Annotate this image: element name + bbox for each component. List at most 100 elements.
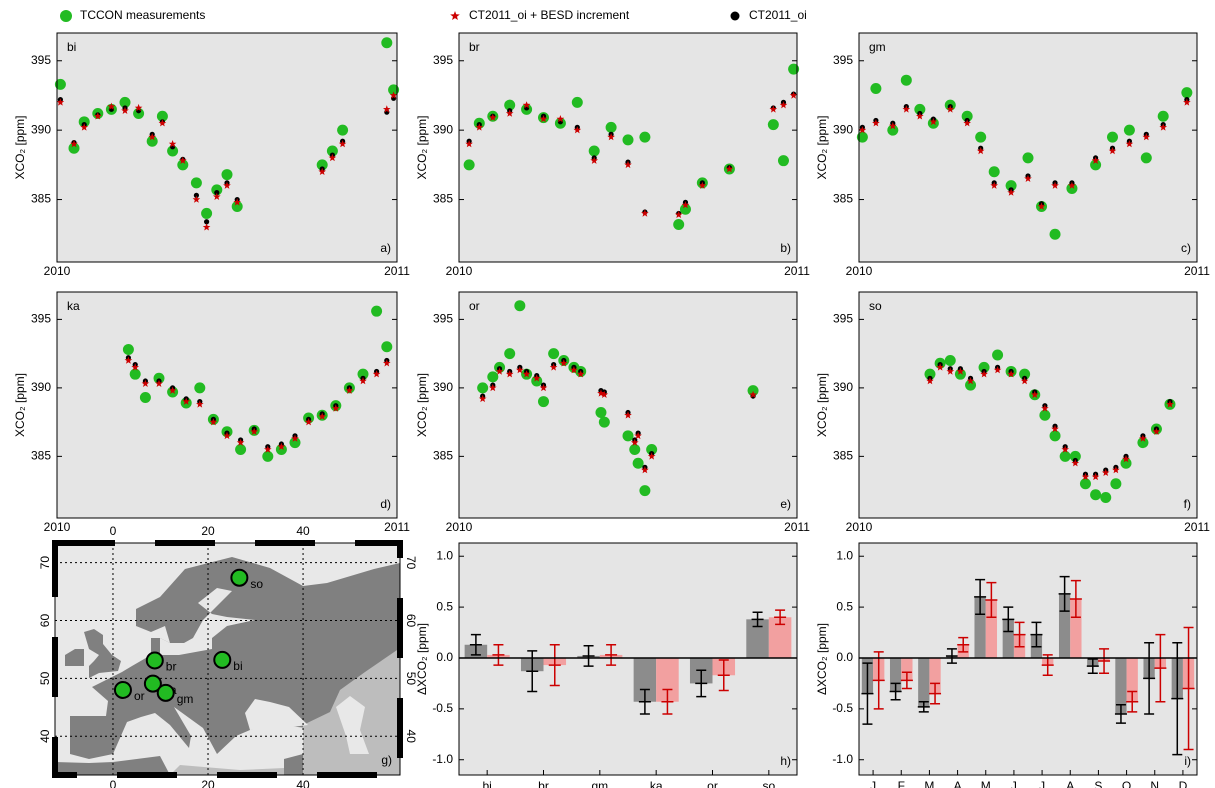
data-point — [1066, 182, 1078, 194]
data-point — [277, 442, 286, 450]
data-point — [576, 370, 585, 378]
data-point — [381, 341, 393, 353]
plot-border — [56, 32, 398, 263]
x-tick-label: M — [981, 779, 991, 788]
data-point — [338, 140, 347, 148]
error-bar — [582, 645, 595, 667]
x-tick-label: 2010 — [44, 520, 71, 534]
data-point — [965, 379, 977, 391]
error-bar — [605, 644, 618, 666]
x-tick-label: 2011 — [384, 520, 410, 534]
data-point — [264, 445, 272, 453]
data-point — [190, 177, 202, 189]
data-point — [622, 134, 634, 146]
data-point — [539, 383, 548, 392]
data-point — [597, 389, 605, 397]
error-bar — [1058, 575, 1071, 612]
bar — [746, 619, 769, 658]
error-bar — [717, 659, 730, 692]
data-point — [698, 181, 707, 189]
data-point — [641, 209, 649, 217]
bar — [656, 657, 679, 702]
y-tick-label: 70 — [404, 556, 418, 570]
data-point — [223, 181, 231, 189]
data-point — [946, 367, 955, 375]
data-point — [976, 147, 985, 155]
data-point — [516, 366, 524, 374]
error-bar — [945, 648, 958, 664]
data-point — [990, 181, 998, 189]
y-tick-label: -1.0 — [432, 752, 453, 766]
bar — [768, 617, 792, 658]
x-tick-label: 2011 — [784, 264, 810, 278]
data-point — [856, 131, 868, 143]
data-point — [196, 400, 204, 408]
data-point — [68, 142, 80, 154]
plot-border — [858, 32, 1198, 263]
data-point — [914, 103, 926, 115]
x-tick-label: D — [1179, 779, 1188, 788]
data-point — [1071, 459, 1080, 467]
y-axis-label: XCO₂ [ppm] — [415, 373, 429, 437]
data-point — [134, 103, 143, 112]
data-point — [769, 105, 778, 113]
panel-label: g) — [381, 753, 392, 767]
data-point — [956, 367, 965, 375]
data-point — [514, 300, 526, 312]
data-point — [779, 101, 788, 109]
data-point — [607, 133, 615, 141]
y-tick-label: 395 — [833, 53, 853, 67]
map-background — [55, 543, 400, 775]
data-point — [522, 370, 531, 378]
data-point — [590, 156, 598, 164]
data-point — [326, 145, 338, 157]
x-tick-label: 2011 — [1184, 264, 1210, 278]
error-bar — [548, 644, 561, 687]
data-point — [1123, 124, 1135, 136]
data-point — [168, 386, 177, 394]
data-point — [966, 377, 975, 385]
data-point — [639, 485, 651, 497]
data-point — [193, 192, 199, 198]
error-bar — [638, 688, 651, 715]
legend-label: CT2011_oi + BESD increment — [469, 8, 630, 22]
x-tick-label: S — [1094, 779, 1102, 788]
data-point — [1079, 478, 1091, 490]
data-point — [129, 368, 141, 380]
data-point — [538, 396, 549, 408]
data-point — [1183, 98, 1191, 106]
x-tick-label: 2011 — [384, 264, 410, 278]
data-point — [1091, 156, 1100, 164]
data-point — [359, 377, 367, 385]
data-point — [916, 112, 924, 120]
y-tick-label: 390 — [433, 380, 453, 394]
data-point — [1122, 455, 1130, 463]
data-point — [1069, 450, 1081, 462]
x-tick-label: J — [870, 779, 876, 788]
error-bar — [526, 650, 539, 693]
plot-border — [56, 291, 398, 519]
x-tick-label: A — [1066, 779, 1074, 788]
plot-background — [859, 292, 1197, 518]
data-point — [328, 153, 337, 162]
data-point — [235, 444, 247, 456]
y-tick-label: 70 — [38, 556, 52, 570]
data-point — [168, 140, 177, 148]
data-point — [495, 367, 504, 375]
plot-background — [459, 292, 797, 518]
data-point — [250, 427, 258, 435]
data-point — [674, 210, 683, 218]
data-point — [214, 190, 220, 196]
y-tick-label: 390 — [433, 122, 453, 136]
data-point — [201, 207, 213, 219]
site-marker — [143, 674, 162, 693]
data-point — [1107, 131, 1118, 143]
data-point — [924, 368, 936, 380]
x-tick-label: N — [1150, 779, 1159, 788]
site-marker — [145, 651, 164, 670]
data-point — [211, 184, 223, 196]
y-tick-label: 60 — [404, 614, 418, 628]
data-point — [70, 140, 78, 148]
error-bar — [889, 682, 902, 701]
error-bar — [1098, 648, 1111, 674]
